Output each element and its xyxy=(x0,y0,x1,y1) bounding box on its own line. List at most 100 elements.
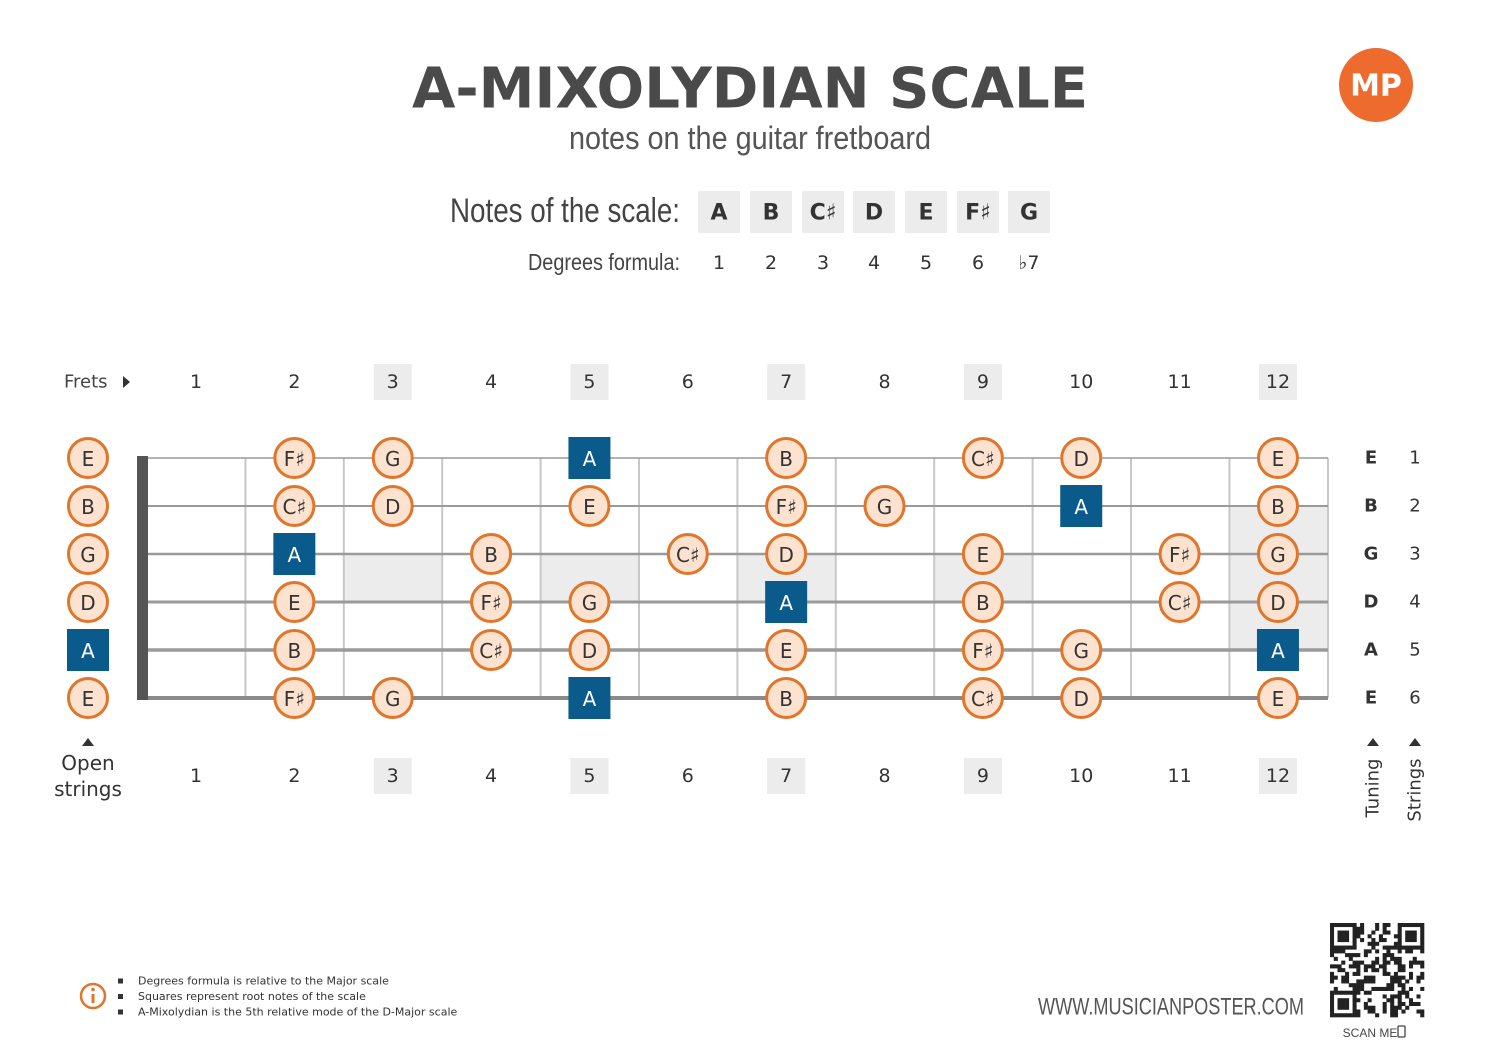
qr-cell xyxy=(1363,949,1368,954)
qr-cell xyxy=(1333,986,1338,991)
info-icon-bar xyxy=(91,994,95,1003)
note xyxy=(961,581,1004,623)
qr-cell xyxy=(1382,964,1387,969)
note-label: B xyxy=(976,591,990,615)
qr-cell xyxy=(1382,953,1387,958)
qr-cell xyxy=(1382,971,1387,976)
bullet xyxy=(118,978,123,984)
qr-cell xyxy=(1382,1005,1387,1010)
qr-cell xyxy=(1352,990,1357,995)
qr-cell xyxy=(1390,983,1395,988)
qr-cell xyxy=(1420,923,1425,928)
qr-cell xyxy=(1416,994,1421,999)
qr-cell xyxy=(1397,926,1402,931)
fret-number: 2 xyxy=(288,371,300,393)
qr-cell xyxy=(1367,964,1372,969)
root-note xyxy=(1256,629,1299,671)
qr-cell xyxy=(1375,949,1380,954)
strings-label: Strings xyxy=(1405,758,1426,821)
qr-cell xyxy=(1345,953,1350,958)
subtitle: notes on the guitar fretboard xyxy=(569,120,931,156)
root-note xyxy=(67,629,109,671)
qr-cell xyxy=(1382,960,1387,965)
qr-cell xyxy=(1420,938,1425,943)
qr-cell xyxy=(1386,971,1391,976)
qr-cell xyxy=(1345,1005,1350,1010)
qr-cell xyxy=(1337,930,1342,935)
note-label: G xyxy=(582,591,598,615)
open-strings-label: Open strings xyxy=(54,751,122,801)
notes-label: Notes of the scale: xyxy=(450,192,680,230)
logo-circle xyxy=(1339,48,1413,122)
qr-cell xyxy=(1337,949,1342,954)
qr-cell xyxy=(1363,979,1368,984)
fret-number-box xyxy=(570,758,609,794)
qr-cell xyxy=(1390,975,1395,980)
qr-cell xyxy=(1408,971,1414,976)
qr-cell xyxy=(1416,945,1421,950)
note-label: C♯ xyxy=(971,687,995,711)
qr-cell xyxy=(1382,938,1387,943)
qr-cell xyxy=(1330,964,1335,969)
qr-cell xyxy=(1401,968,1406,973)
qr-cell xyxy=(1337,964,1342,969)
qr-cell xyxy=(1375,926,1380,931)
qr-cell xyxy=(1386,986,1391,991)
note-label: B xyxy=(81,495,95,519)
qr-cell xyxy=(1356,990,1361,995)
fret-number: 5 xyxy=(583,765,595,787)
qr-cell xyxy=(1348,956,1353,961)
note-label: E xyxy=(288,591,301,615)
qr-cell xyxy=(1371,968,1376,973)
note-label: E xyxy=(82,447,95,471)
qr-cell xyxy=(1330,1005,1335,1010)
degree: 1 xyxy=(713,252,725,274)
qr-cell xyxy=(1420,971,1425,976)
qr-cell xyxy=(1352,923,1357,928)
note xyxy=(67,677,109,719)
qr-cell xyxy=(1393,971,1398,976)
arrow xyxy=(1367,738,1379,746)
qr-cell xyxy=(1371,964,1376,969)
qr-cell xyxy=(1371,945,1376,950)
note-label: C♯ xyxy=(283,495,307,519)
fret-number: 10 xyxy=(1069,765,1093,787)
qr-cell xyxy=(1367,975,1372,980)
qr-cell xyxy=(1405,990,1410,995)
qr-cell xyxy=(1352,1001,1357,1007)
qr-cell xyxy=(1345,1013,1350,1018)
qr-cell xyxy=(1337,990,1342,995)
fret-number-box xyxy=(373,758,412,794)
degree: 2 xyxy=(765,252,777,274)
qr-cell xyxy=(1363,953,1368,958)
qr-cell xyxy=(1420,1009,1425,1014)
qr-cell xyxy=(1397,975,1402,980)
qr-cell xyxy=(1348,945,1353,950)
qr-cell xyxy=(1378,986,1383,991)
qr-cell xyxy=(1408,975,1414,980)
note-label: C♯ xyxy=(479,639,503,663)
string-number: 3 xyxy=(1409,544,1420,565)
qr-cell xyxy=(1375,1013,1380,1018)
qr-cell xyxy=(1330,971,1335,976)
qr-cell xyxy=(1341,923,1346,928)
qr-cell xyxy=(1408,960,1414,965)
qr-cell xyxy=(1420,926,1425,931)
note xyxy=(273,629,316,671)
qr-cell xyxy=(1375,956,1380,961)
qr-cell xyxy=(1397,949,1402,954)
qr-cell xyxy=(1397,994,1402,999)
note xyxy=(961,677,1004,719)
qr-cell xyxy=(1390,998,1395,1003)
note xyxy=(1256,485,1299,527)
qr-cell xyxy=(1352,934,1357,939)
qr-cell xyxy=(1330,998,1335,1003)
title: A-MIXOLYDIAN SCALE xyxy=(412,57,1088,122)
qr-cell xyxy=(1405,930,1410,935)
note xyxy=(273,677,316,719)
qr-cell xyxy=(1337,945,1342,950)
root-note xyxy=(765,581,808,623)
qr-cell xyxy=(1345,934,1350,939)
qr-cell xyxy=(1341,990,1346,995)
qr-cell xyxy=(1341,979,1346,984)
